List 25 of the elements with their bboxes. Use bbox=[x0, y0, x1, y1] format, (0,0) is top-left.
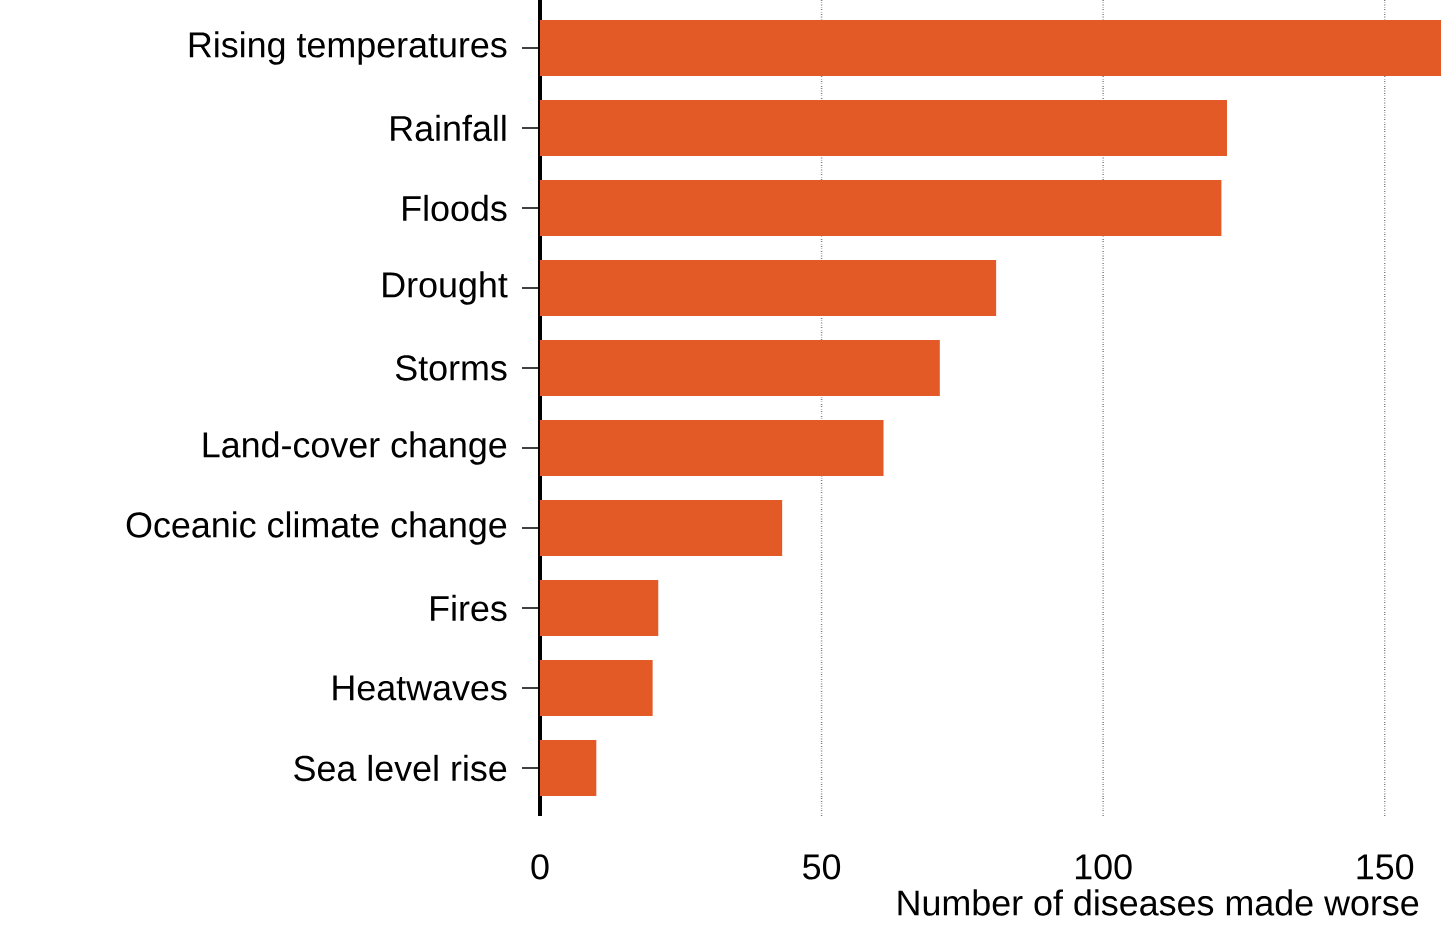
bar bbox=[540, 740, 597, 797]
y-tick-label: Floods bbox=[403, 194, 507, 222]
y-tick-label: Rainfall bbox=[391, 114, 506, 142]
x-tick-label: 50 bbox=[803, 854, 841, 880]
y-tick-label: Sea level rise bbox=[294, 754, 507, 782]
bar bbox=[540, 500, 783, 557]
bar bbox=[540, 100, 1228, 157]
bar bbox=[540, 580, 659, 637]
y-tick-label: Heatwaves bbox=[333, 675, 507, 701]
x-tick-label: 0 bbox=[531, 854, 549, 880]
bar bbox=[540, 180, 1222, 237]
x-tick-label: 100 bbox=[1075, 854, 1132, 880]
bar bbox=[540, 260, 997, 317]
y-tick-label: Land-cover change bbox=[203, 431, 507, 465]
bar bbox=[540, 660, 653, 717]
y-tick-label: Oceanic climate change bbox=[126, 511, 507, 545]
x-axis-title: Number of diseases made worse bbox=[898, 889, 1419, 916]
y-tick-label: Drought bbox=[383, 271, 508, 305]
y-tick-label: Fires bbox=[431, 594, 507, 622]
y-tick-label: Rising temperatures bbox=[189, 31, 507, 65]
bar bbox=[540, 420, 884, 477]
bar bbox=[540, 340, 940, 397]
bar bbox=[540, 20, 1442, 77]
x-tick-label: 150 bbox=[1357, 854, 1414, 880]
y-tick-label: Storms bbox=[395, 355, 507, 381]
